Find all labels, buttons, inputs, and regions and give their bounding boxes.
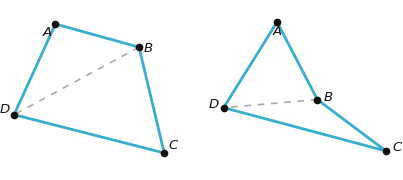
Text: D: D [0, 103, 10, 116]
Text: B: B [143, 42, 153, 55]
Text: B: B [324, 91, 333, 104]
Text: C: C [393, 141, 401, 154]
Text: A: A [272, 24, 282, 38]
Text: D: D [208, 98, 219, 111]
Text: C: C [169, 140, 178, 152]
Text: A: A [43, 26, 52, 39]
